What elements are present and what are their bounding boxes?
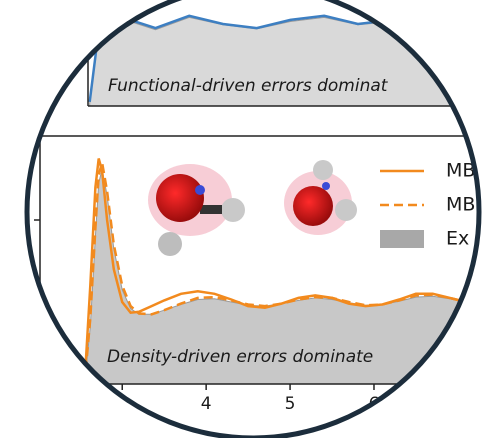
bottom-panel xyxy=(83,158,479,384)
atom-h xyxy=(313,160,333,180)
top-annotation: Functional-driven errors dominat xyxy=(108,76,389,96)
atom-h xyxy=(335,199,357,221)
x-tick-label: 5 xyxy=(285,394,296,414)
bond xyxy=(200,205,222,214)
density-blue xyxy=(195,185,205,195)
y-tick-label: 3 xyxy=(19,128,30,148)
lens-border xyxy=(24,0,482,438)
molecule-left xyxy=(148,164,245,256)
x-tick-label: 4 xyxy=(201,394,212,414)
atom-h xyxy=(158,232,182,256)
bottom-annotation: Density-driven errors dominate xyxy=(107,347,373,367)
legend-label: Ex xyxy=(446,228,469,250)
atom-o xyxy=(293,186,333,226)
legend-label: MB xyxy=(446,194,475,216)
bottom-frame xyxy=(39,135,479,385)
line xyxy=(83,162,479,384)
legend-label: MB xyxy=(446,160,475,182)
y-tick-label: 1 xyxy=(19,292,30,312)
density-blue xyxy=(322,182,330,190)
atom-h xyxy=(221,198,245,222)
molecule-right xyxy=(284,160,357,235)
legend-swatch xyxy=(380,230,424,248)
atom-o xyxy=(156,174,204,222)
